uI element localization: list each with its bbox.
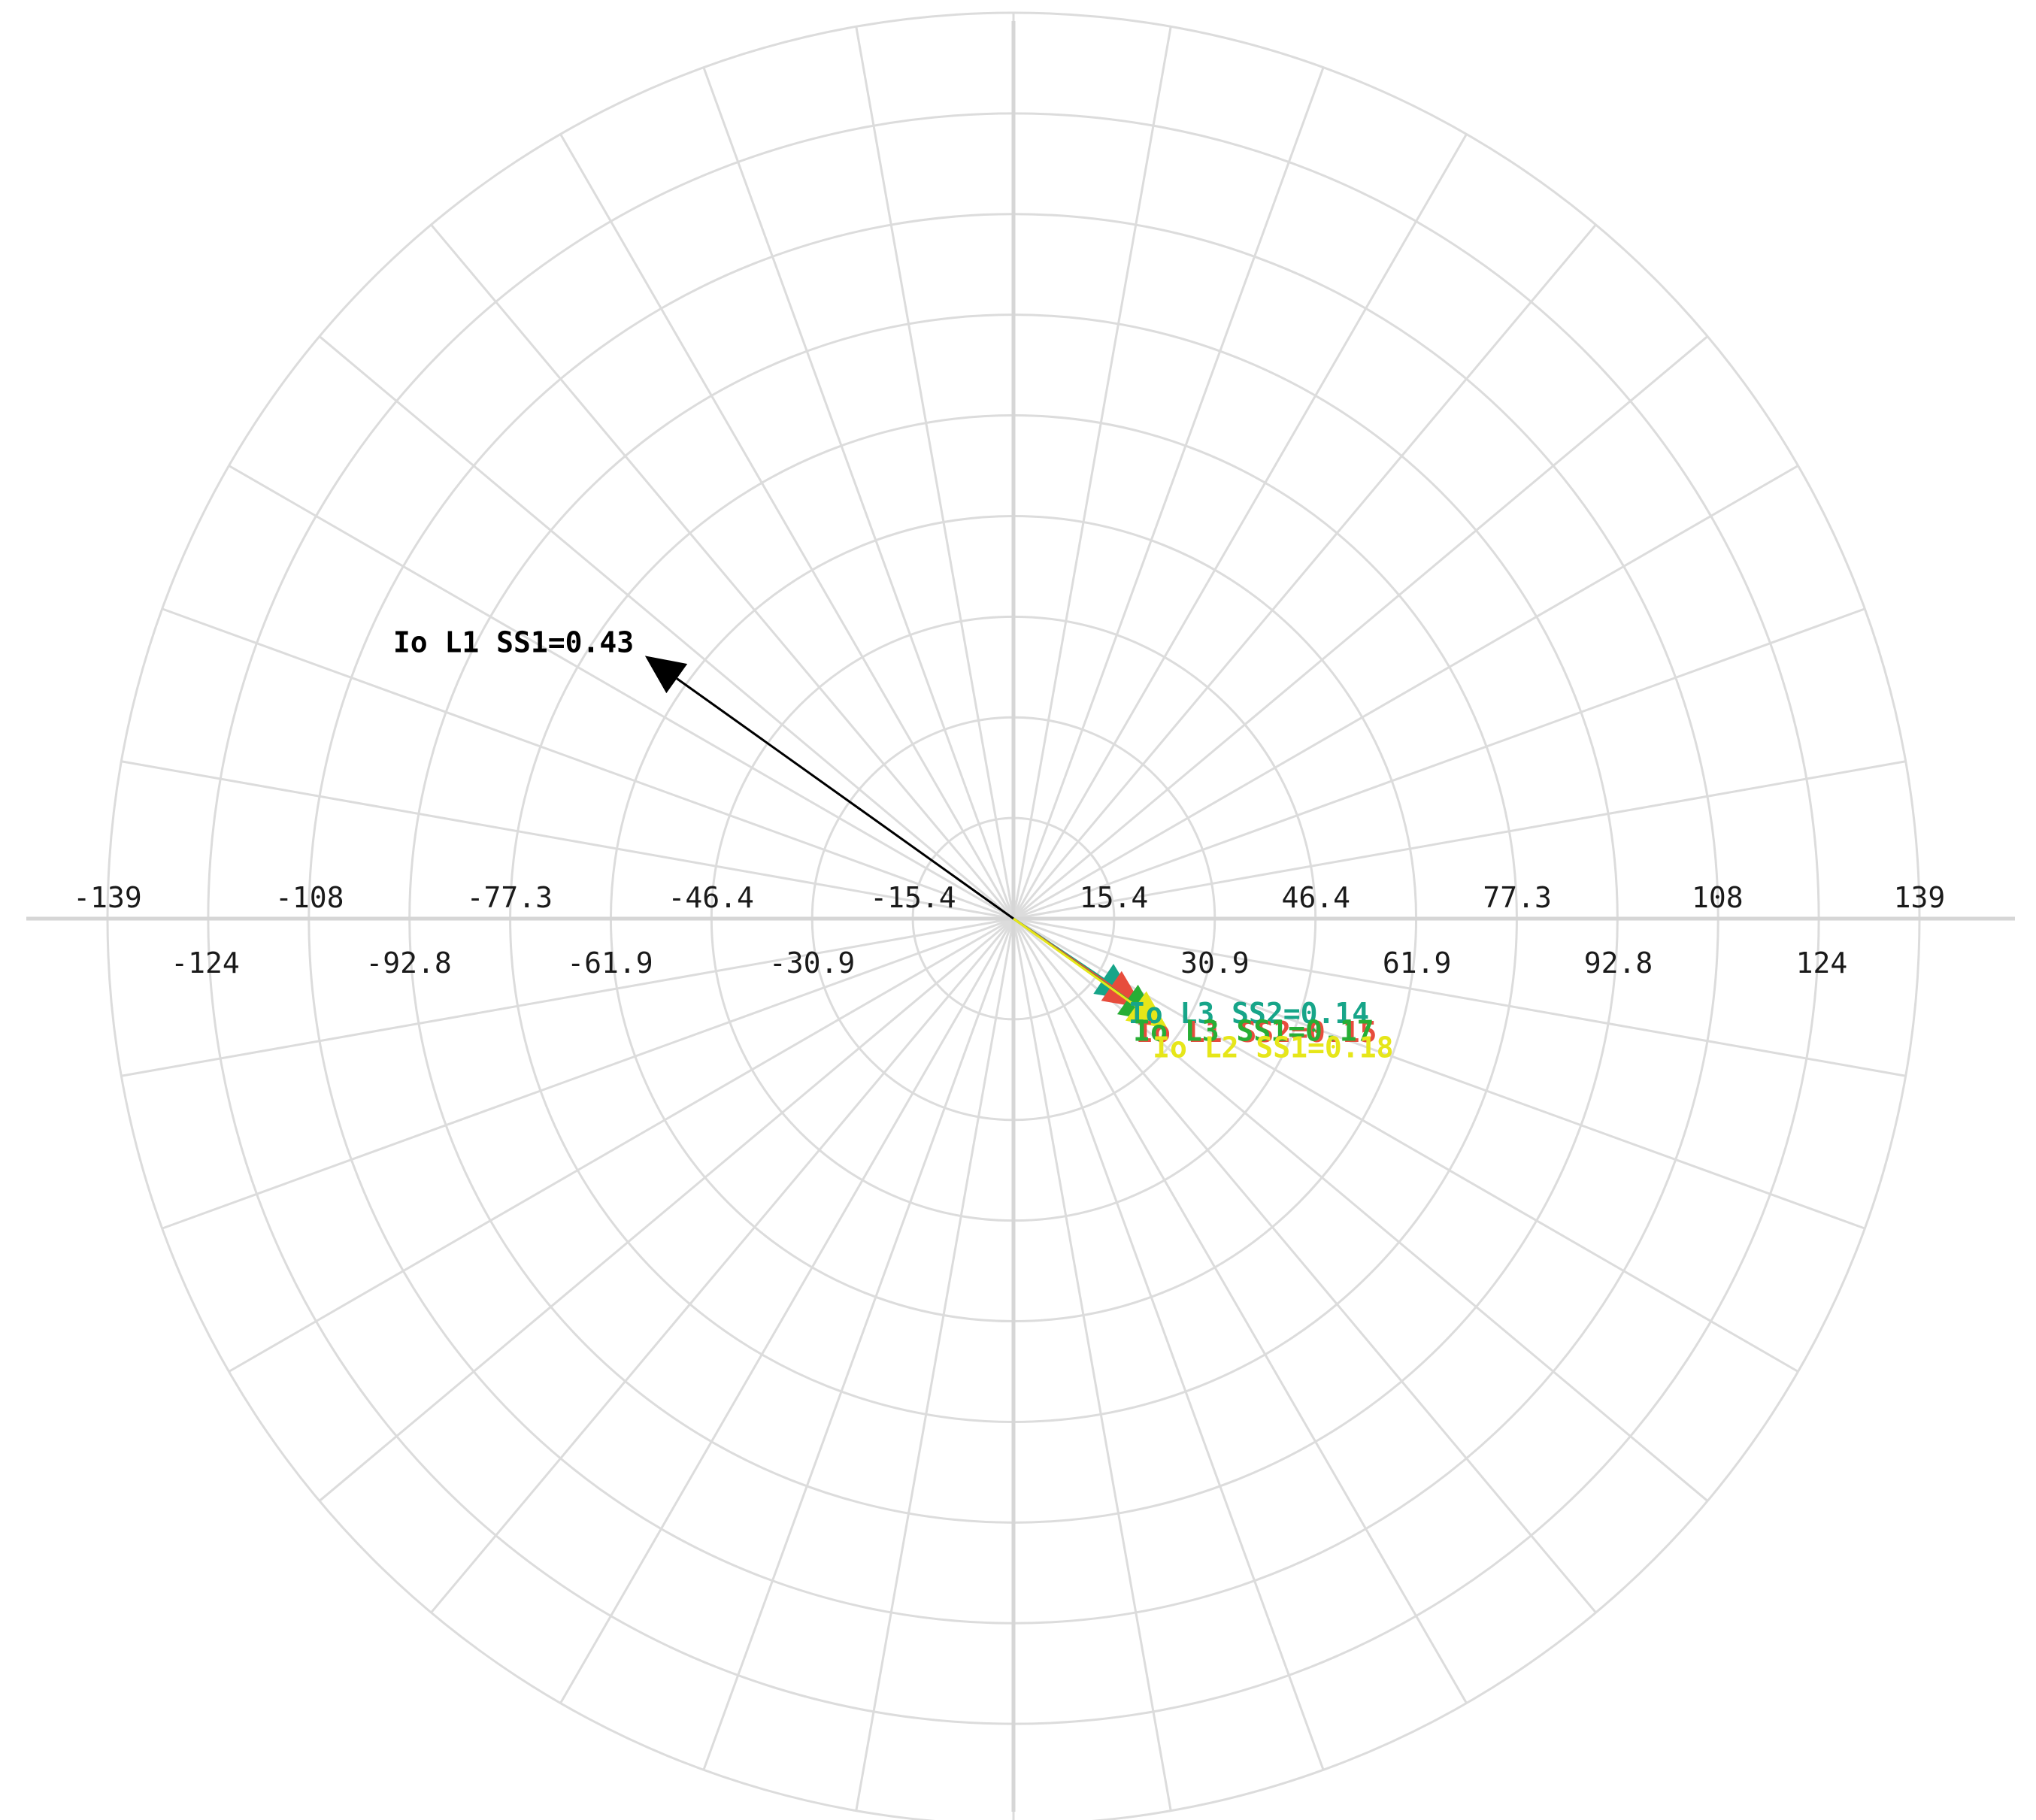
- grid-spoke: [1013, 760, 1906, 920]
- grid-spoke: [702, 918, 1015, 1770]
- x-tick-label-upper: 46.4: [1281, 881, 1350, 914]
- grid-spoke: [121, 760, 1014, 920]
- x-tick-label-upper: -139: [73, 881, 142, 914]
- phasor-label: Io L1 SS2=0.15: [1136, 1016, 1377, 1049]
- x-tick-label-upper: 15.4: [1080, 881, 1149, 914]
- grid-spoke: [430, 918, 1015, 1614]
- phasor-label: Io L3 SS2=0.14: [1129, 997, 1369, 1030]
- grid-spoke: [318, 917, 1014, 1502]
- phasor-line: [1013, 917, 1137, 1007]
- x-tick-label-upper: -15.4: [870, 881, 956, 914]
- grid-spoke: [318, 335, 1014, 920]
- grid-spoke: [228, 465, 1014, 920]
- x-tick-label-lower: -30.9: [769, 946, 855, 980]
- grid-spoke: [1013, 465, 1799, 920]
- grid-spoke: [162, 607, 1014, 920]
- grid-spoke: [1013, 917, 1865, 1230]
- x-tick-label-lower: 92.8: [1584, 946, 1653, 980]
- grid-spoke: [1012, 133, 1468, 919]
- grid-spoke: [1012, 223, 1597, 919]
- grid-spoke: [702, 67, 1015, 919]
- grid-spoke: [228, 917, 1014, 1373]
- x-tick-label-lower: -124: [171, 946, 240, 980]
- phasor-line: [676, 677, 1014, 920]
- grid-spoke: [1012, 26, 1172, 919]
- x-tick-label-lower: 30.9: [1180, 946, 1250, 980]
- phasor-label: Io L3 SS1=0.17: [1133, 1015, 1374, 1048]
- phasor-arrowhead: [1125, 991, 1168, 1029]
- grid-spoke: [855, 26, 1015, 919]
- grid-spoke: [1013, 607, 1865, 920]
- axes: [26, 21, 2015, 1812]
- phasor-arrowhead: [644, 656, 688, 694]
- x-tick-label-lower: 124: [1796, 946, 1848, 980]
- x-tick-label-lower: -61.9: [567, 946, 653, 980]
- grid-spoke: [1012, 918, 1468, 1704]
- x-tick-label-lower: 61.9: [1383, 946, 1452, 980]
- grid-spoke: [430, 223, 1015, 919]
- grid-spoke: [1013, 335, 1709, 920]
- x-tick-label-lower: -92.8: [365, 946, 451, 980]
- phasor-label: Io L2 SS1=0.18: [1153, 1031, 1393, 1064]
- grid-spoke: [855, 918, 1015, 1811]
- grid-spoke: [121, 917, 1014, 1077]
- x-tick-label-upper: -77.3: [467, 881, 553, 914]
- x-tick-label-upper: 108: [1692, 881, 1744, 914]
- x-tick-label-upper: -46.4: [668, 881, 754, 914]
- grid-spoke: [559, 918, 1015, 1704]
- grid-spoke: [1012, 918, 1172, 1811]
- grid-spoke: [1012, 918, 1597, 1614]
- phasor-label: Io L1 SS1=0.43: [393, 625, 634, 659]
- grid-spoke: [1012, 67, 1325, 919]
- x-tick-label-upper: 139: [1894, 881, 1946, 914]
- grid-spoke: [1013, 917, 1799, 1373]
- grid-spoke: [162, 917, 1014, 1230]
- grid-spoke: [559, 133, 1015, 919]
- grid-spoke: [1012, 918, 1325, 1770]
- grid-spoke: [1013, 917, 1906, 1077]
- x-tick-label-upper: 77.3: [1483, 881, 1552, 914]
- tick-labels: -139 -108 -77.3 -46.4 -15.4 15.4 46.4 77.3 108 13…: [73, 881, 1945, 980]
- x-tick-label-upper: -108: [275, 881, 344, 914]
- phasors: [644, 656, 1168, 1029]
